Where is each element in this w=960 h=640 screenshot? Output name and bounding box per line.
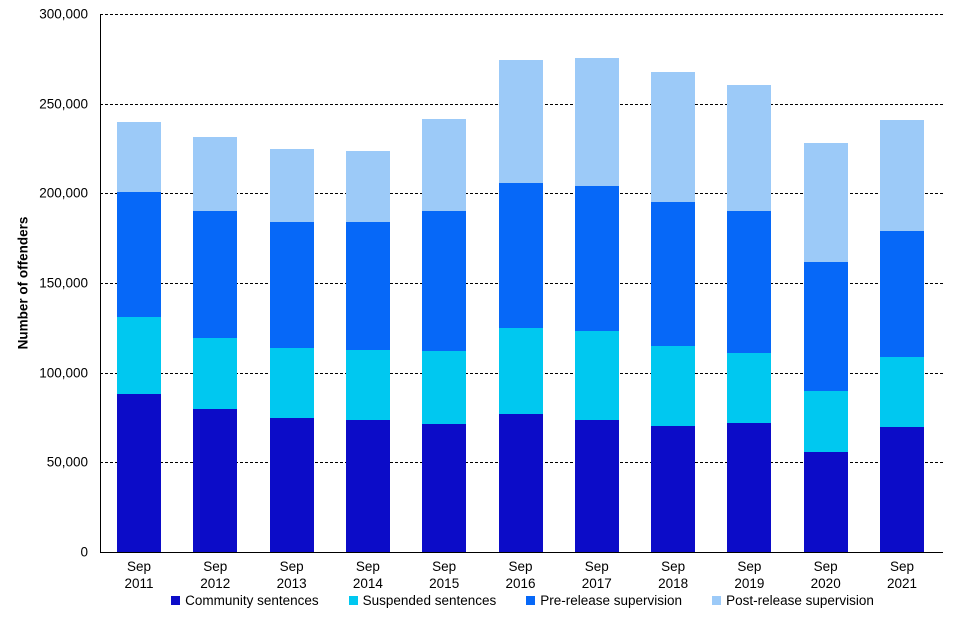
segment-suspended-sentences	[193, 337, 238, 409]
segment-post-release-supervision	[727, 84, 772, 212]
segment-community-sentences	[880, 427, 924, 552]
legend-item-suspended-sentences: Suspended sentences	[348, 593, 497, 608]
legend-label: Community sentences	[185, 593, 319, 608]
segment-community-sentences	[651, 425, 696, 552]
segment-post-release-supervision	[880, 119, 924, 231]
legend-item-post-release-supervision: Post-release supervision	[712, 593, 874, 608]
segment-post-release-supervision	[803, 143, 848, 263]
segment-community-sentences	[193, 408, 238, 552]
segment-suspended-sentences	[498, 327, 543, 414]
segment-community-sentences	[117, 394, 161, 552]
segment-pre-release-supervision	[651, 202, 696, 346]
segment-pre-release-supervision	[422, 211, 467, 352]
segment-post-release-supervision	[574, 57, 619, 187]
segment-pre-release-supervision	[498, 183, 543, 328]
segment-community-sentences	[574, 420, 619, 552]
y-tick-label: 300,000	[39, 6, 88, 22]
segment-suspended-sentences	[727, 352, 772, 423]
segment-suspended-sentences	[880, 356, 924, 428]
segment-suspended-sentences	[422, 351, 467, 424]
x-tick-label: Sep 2011	[124, 559, 154, 591]
x-tick-label: Sep 2018	[658, 559, 689, 591]
bar-sep-2021	[880, 119, 924, 552]
segment-pre-release-supervision	[117, 192, 161, 318]
bar-sep-2020	[803, 143, 848, 552]
legend-swatch-icon	[712, 596, 722, 605]
bar-sep-2017	[574, 57, 619, 552]
legend-swatch-icon	[348, 596, 358, 605]
segment-community-sentences	[498, 413, 543, 552]
bar-sep-2014	[345, 151, 390, 552]
x-tick-label: Sep 2016	[505, 559, 536, 591]
x-tick-label: Sep 2013	[276, 559, 307, 591]
legend-item-pre-release-supervision: Pre-release supervision	[526, 593, 682, 608]
x-axis-line	[100, 552, 943, 553]
segment-post-release-supervision	[651, 72, 696, 203]
chart-legend: Community sentences Suspended sentences Pr…	[100, 593, 945, 608]
segment-pre-release-supervision	[269, 222, 314, 349]
y-axis-line	[100, 14, 101, 553]
segment-community-sentences	[345, 420, 390, 552]
segment-post-release-supervision	[117, 121, 161, 193]
legend-swatch-icon	[171, 596, 181, 605]
bar-sep-2015	[422, 118, 467, 552]
legend-item-community-sentences: Community sentences	[171, 593, 319, 608]
segment-post-release-supervision	[269, 148, 314, 223]
segment-post-release-supervision	[193, 136, 238, 212]
segment-suspended-sentences	[269, 348, 314, 418]
segment-post-release-supervision	[345, 151, 390, 223]
x-tick-label: Sep 2020	[810, 559, 841, 591]
segment-suspended-sentences	[117, 317, 161, 395]
y-tick-label: 250,000	[39, 96, 88, 112]
legend-label: Suspended sentences	[362, 593, 497, 608]
segment-pre-release-supervision	[193, 211, 238, 338]
x-tick-label: Sep 2015	[429, 559, 460, 591]
segment-community-sentences	[803, 451, 848, 552]
segment-suspended-sentences	[651, 345, 696, 426]
segment-suspended-sentences	[803, 390, 848, 452]
y-tick-label: 100,000	[39, 365, 88, 381]
segment-pre-release-supervision	[880, 230, 924, 357]
bar-sep-2012	[193, 136, 238, 552]
x-tick-label: Sep 2021	[886, 559, 918, 591]
segment-community-sentences	[269, 417, 314, 552]
bar-sep-2011	[117, 121, 161, 552]
gridline	[100, 14, 943, 15]
segment-post-release-supervision	[422, 118, 467, 212]
segment-suspended-sentences	[574, 330, 619, 421]
legend-label: Post-release supervision	[726, 593, 874, 608]
x-tick-label: Sep 2017	[581, 559, 612, 591]
y-tick-label: 50,000	[46, 454, 88, 470]
segment-post-release-supervision	[498, 59, 543, 184]
bar-sep-2019	[727, 84, 772, 552]
bar-sep-2018	[651, 72, 696, 552]
segment-pre-release-supervision	[574, 186, 619, 331]
segment-suspended-sentences	[345, 350, 390, 421]
segment-pre-release-supervision	[727, 211, 772, 353]
legend-swatch-icon	[526, 596, 536, 605]
y-tick-label: 150,000	[39, 275, 88, 291]
segment-pre-release-supervision	[803, 262, 848, 391]
bar-sep-2013	[269, 148, 314, 552]
y-tick-label: 0	[80, 544, 88, 560]
segment-community-sentences	[727, 422, 772, 552]
legend-label: Pre-release supervision	[540, 593, 683, 608]
segment-community-sentences	[422, 423, 467, 552]
y-tick-label: 200,000	[39, 185, 88, 201]
bar-sep-2016	[498, 59, 543, 552]
x-tick-label: Sep 2019	[734, 559, 765, 591]
x-tick-label: Sep 2012	[200, 559, 231, 591]
segment-pre-release-supervision	[345, 222, 390, 351]
x-tick-label: Sep 2014	[352, 559, 383, 591]
